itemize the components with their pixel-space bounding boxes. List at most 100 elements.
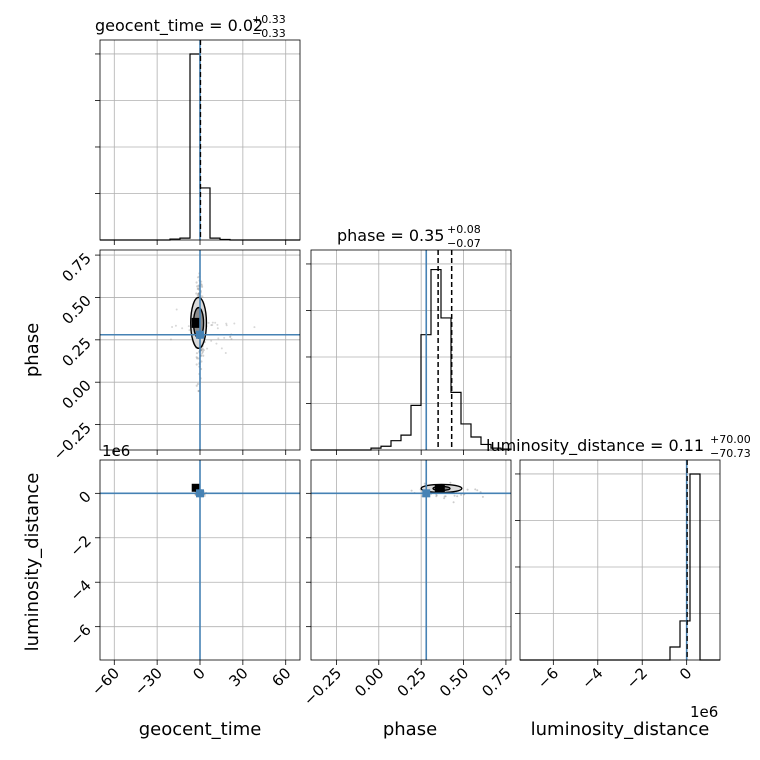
sample-point [171,326,174,329]
sample-point [195,292,198,295]
sample-point [196,357,199,360]
sample-point [220,347,223,350]
sample-point [211,321,214,324]
y-tick-label: 0.75 [58,249,94,285]
x-tick-label: 30 [225,664,251,690]
x-tick-label: 0 [676,664,695,683]
sample-point [435,495,438,498]
sample-point [201,350,205,353]
sample-point [195,281,198,284]
x-tick-label: −6 [534,664,562,692]
sample-point [253,326,256,329]
sample-point [423,482,426,485]
title-geocent-time-minus: −0.33 [252,27,286,40]
sample-point [200,285,204,288]
x-tick-label: 0 [189,664,208,683]
title-luminosity-distance: luminosity_distance = 0.11 [486,436,704,456]
sample-point [196,287,199,291]
sample-point [223,336,226,339]
sample-point [195,384,198,387]
offset-label-luminosity-distance-x: 1e6 [690,703,718,721]
title-geocent-time-plus: +0.33 [252,13,286,26]
y-tick-label: −2 [66,532,94,560]
sample-point [211,323,214,326]
sample-point [474,488,477,491]
sample-point [466,488,469,491]
truth-marker [196,489,204,498]
ylabel-luminosity-distance: luminosity_distance [22,473,43,652]
sample-point [201,295,204,298]
sample-point [203,494,206,497]
sample-point [207,321,210,324]
sample-point [229,336,232,339]
sample-point [216,323,219,326]
sample-point [196,294,199,297]
title-geocent-time: geocent_time = 0.02 [95,16,263,36]
y-tick-label: −0.25 [50,419,95,464]
panel-content [100,460,300,660]
density-peak [434,484,445,493]
sample-point [444,495,447,498]
sample-point [197,357,200,360]
histogram-geocent-time-panel [95,39,301,245]
sample-point [181,327,184,330]
y-tick-label: 0 [75,487,94,506]
title-luminosity-distance-plus: +70.00 [710,433,751,446]
sample-point [201,347,204,350]
panel-content [311,460,511,660]
sample-point [197,389,200,393]
sample-point [452,501,455,504]
y-tick-label: −6 [66,621,94,649]
xlabel-geocent-time: geocent_time [139,719,262,740]
sample-point [225,324,228,327]
sample-point [206,347,209,350]
xlabel-luminosity-distance: luminosity_distance [531,719,710,740]
sample-point [174,324,177,327]
x-tick-label: −4 [578,664,606,692]
sample-point [195,363,198,366]
density-peak [191,317,200,328]
x-tick-label: 0.75 [478,664,514,700]
x-tick-label: −0.25 [300,664,345,709]
truth-marker [422,489,431,498]
title-phase-minus: −0.07 [447,237,481,250]
sample-point [215,342,218,345]
sample-point [175,308,178,311]
sample-point [202,348,205,352]
scatter-luminosity-distance-vs-phase-panel: −0.25 0.00 0.25 0.50 0.75 [300,459,515,709]
sample-point [225,322,228,325]
ylabel-phase: phase [22,323,43,377]
sample-point [210,324,213,327]
histogram-phase-panel [306,249,512,455]
title-phase: phase = 0.35 [337,226,444,245]
sample-point [187,325,190,328]
x-tick-label: −2 [623,664,651,692]
sample-point [197,287,200,290]
sample-point [201,352,204,355]
sample-point [197,292,200,295]
sample-point [229,335,232,338]
truth-marker [196,330,204,339]
sample-point [196,382,200,386]
scatter-luminosity-distance-vs-geocent-time-panel: −60 −30 0 30 60 −6 −4 −2 0 [66,459,301,699]
sample-point [210,339,213,342]
x-tick-label: 0.50 [436,664,472,700]
y-tick-label: −4 [66,576,94,604]
sample-point [476,489,479,492]
sample-point [200,284,203,287]
sample-point [217,337,220,340]
sample-point [460,493,463,496]
sample-point [410,489,413,492]
xlabel-phase: phase [383,719,437,740]
sample-point [449,481,452,484]
x-tick-label: 0.00 [351,664,387,700]
sample-point [202,354,205,357]
offset-label-luminosity-distance-y: 1e6 [102,442,130,460]
sample-point [196,276,200,279]
sample-point [195,356,198,359]
histogram-luminosity-distance-panel: −6 −4 −2 0 [515,459,721,692]
y-tick-label: 0.50 [58,292,94,328]
sample-point [233,322,236,325]
title-phase-plus: +0.08 [447,223,481,236]
